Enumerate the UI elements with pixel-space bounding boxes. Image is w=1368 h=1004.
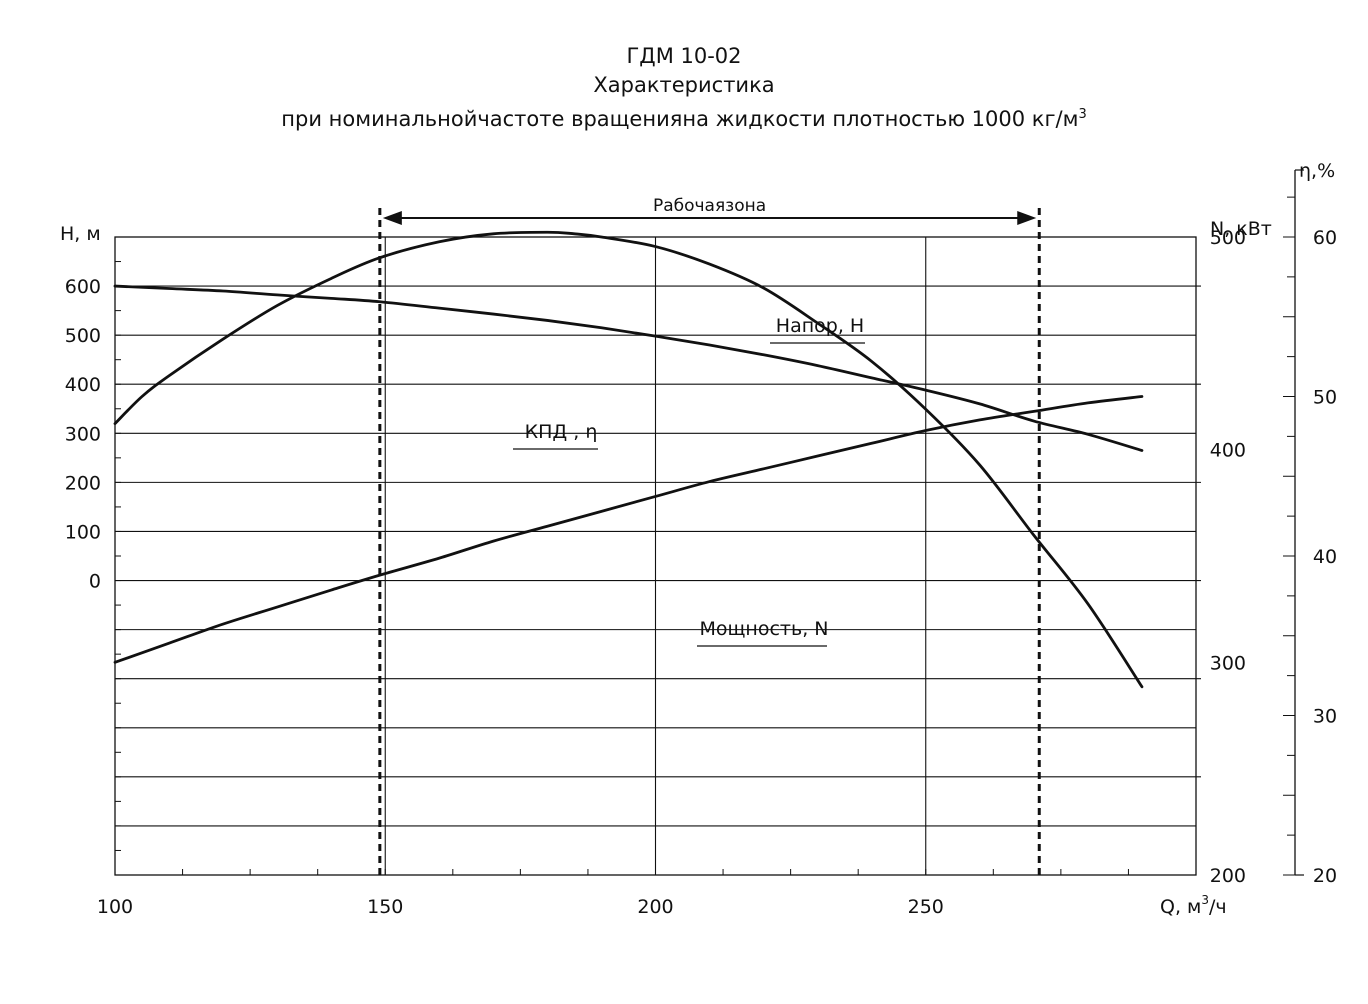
efficiency-tick-label: 30 [1313,706,1337,728]
x-tick-label: 150 [367,896,403,918]
chart-subtitle-density: при номинальнойчастоте вращенияна жидкос… [0,100,1368,134]
working-zone-label: Рабочаязона [653,196,766,216]
x-axis-label-sup: 3 [1201,893,1209,907]
series-label: Мощность, N [700,618,829,640]
efficiency-tick-label: 50 [1313,387,1337,409]
grid-layer [115,237,1201,875]
chart-title-block: ГДМ 10-02 Характеристика при номинальной… [0,42,1368,134]
x-tick-label: 100 [97,896,133,918]
x-tick-label: 200 [637,896,673,918]
chart-title: ГДМ 10-02 [626,44,742,68]
head-tick-label: 100 [65,521,101,543]
power-axis-label: N, кВт [1210,218,1272,240]
chart-subtitle: Характеристика [593,73,775,97]
series-line [113,284,1144,452]
x-axis-label-main: Q, м [1160,896,1201,918]
efficiency-tick-label: 60 [1313,227,1337,249]
series-line [113,230,1144,689]
working-zone-arrow-right [1017,211,1037,225]
head-tick-label: 0 [89,571,101,593]
head-axis-label: H, м [60,223,101,245]
label-layer: Напор, Н КПД , η Мощность, N [513,315,865,647]
x-axis-label-tail: /ч [1209,896,1227,918]
series-layer [113,230,1144,689]
head-tick-label: 300 [65,423,101,445]
efficiency-tick-label: 40 [1313,546,1337,568]
head-tick-label: 400 [65,374,101,396]
series-label: Напор, Н [776,315,864,337]
working-zone-layer: Рабочаязона [378,196,1041,875]
efficiency-axis-label: η,% [1299,160,1335,182]
head-tick-label: 200 [65,472,101,494]
power-tick-label: 200 [1210,865,1246,887]
chart-subtitle-density-text: при номинальнойчастоте вращенияна жидкос… [281,107,1079,131]
series-label: КПД , η [525,421,598,443]
power-tick-label: 300 [1210,652,1246,674]
x-tick-label: 250 [908,896,944,918]
chart-subtitle-density-sup: 3 [1078,107,1087,122]
power-tick-label: 400 [1210,440,1246,462]
head-tick-label: 600 [65,276,101,298]
working-zone-arrow-left [382,211,402,225]
axes-layer: 100 150 200 250 0 100 200 300 400 500 600 H, м 200 30… [60,160,1337,918]
series-line [113,395,1144,664]
power-tick-label: 500 [1210,227,1246,249]
head-tick-label: 500 [65,325,101,347]
efficiency-tick-label: 20 [1313,865,1337,887]
x-axis-label: Q, м3/ч [1160,893,1227,918]
